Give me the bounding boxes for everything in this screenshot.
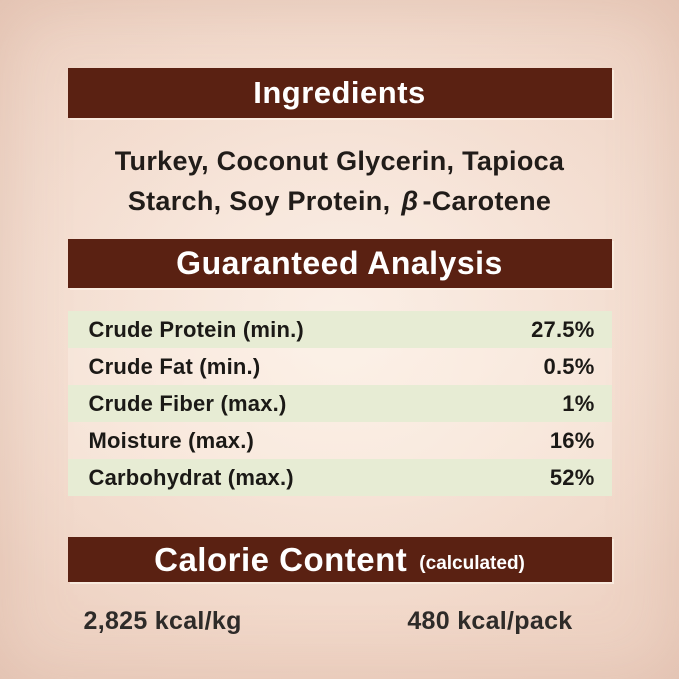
table-row: Crude Fiber (max.) 1% — [67, 385, 612, 422]
ingredients-line-1: Turkey, Coconut Glycerin, Tapioca — [114, 146, 565, 176]
row-value: 0.5% — [543, 353, 595, 379]
ingredients-line-2-suffix: -Carotene — [422, 186, 552, 216]
guaranteed-analysis-table: Crude Protein (min.) 27.5% Crude Fat (mi… — [67, 311, 612, 496]
row-label: Crude Fiber (max.) — [88, 390, 287, 416]
row-label: Crude Protein (min.) — [88, 316, 304, 342]
calories-per-pack: 480 kcal/pack — [407, 607, 573, 635]
table-row: Crude Protein (min.) 27.5% — [67, 311, 612, 348]
calorie-values-row: 2,825 kcal/kg 480 kcal/pack — [68, 607, 612, 636]
table-row: Moisture (max.) 16% — [67, 422, 612, 459]
row-value: 52% — [549, 464, 595, 490]
ingredients-header-bar: Ingredients — [67, 68, 612, 118]
calorie-content-header-bar: Calorie Content (calculated) — [67, 537, 612, 582]
ingredients-text: Turkey, Coconut Glycerin, Tapioca Starch… — [0, 141, 679, 221]
beta-symbol: β — [401, 186, 419, 216]
guaranteed-analysis-header-bar: Guaranteed Analysis — [67, 239, 612, 288]
row-label: Crude Fat (min.) — [88, 353, 261, 379]
row-label: Moisture (max.) — [88, 427, 255, 453]
ingredients-title: Ingredients — [253, 75, 426, 110]
calorie-content-subtitle: (calculated) — [419, 552, 525, 574]
row-label: Carbohydrat (max.) — [88, 464, 294, 490]
row-value: 1% — [562, 390, 595, 416]
table-row: Carbohydrat (max.) 52% — [67, 459, 612, 496]
calorie-content-title: Calorie Content — [154, 540, 408, 578]
ingredients-line-2-prefix: Starch, Soy Protein, — [127, 186, 391, 216]
ingredients-line-2: Starch, Soy Protein, β -Carotene — [0, 181, 679, 221]
row-value: 27.5% — [531, 316, 595, 342]
calorie-content-title-group: Calorie Content (calculated) — [154, 537, 525, 582]
row-value: 16% — [549, 427, 595, 453]
table-row: Crude Fat (min.) 0.5% — [67, 348, 612, 385]
guaranteed-analysis-title: Guaranteed Analysis — [176, 245, 503, 281]
calories-per-kg: 2,825 kcal/kg — [83, 607, 242, 635]
